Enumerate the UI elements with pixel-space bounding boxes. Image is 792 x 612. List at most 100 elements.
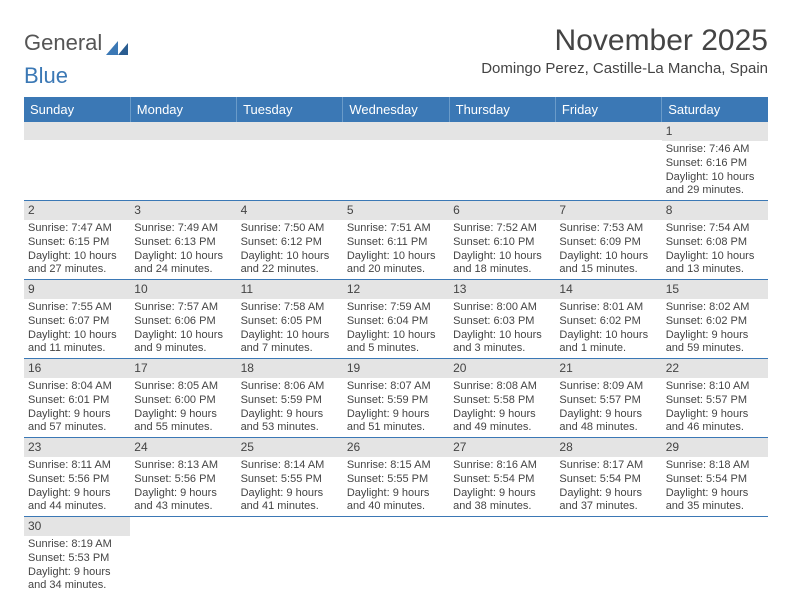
sunset-text: Sunset: 6:09 PM [559, 236, 657, 250]
day-cell: 29Sunrise: 8:18 AMSunset: 5:54 PMDayligh… [662, 438, 768, 517]
calendar-row: 1Sunrise: 7:46 AMSunset: 6:16 PMDaylight… [24, 122, 768, 201]
day-number: 2 [24, 201, 130, 220]
daylight-text: Daylight: 10 hours and 27 minutes. [28, 250, 126, 278]
day-cell: 1Sunrise: 7:46 AMSunset: 6:16 PMDaylight… [662, 122, 768, 201]
day-cell: 17Sunrise: 8:05 AMSunset: 6:00 PMDayligh… [130, 359, 236, 438]
day-info: Sunrise: 7:54 AMSunset: 6:08 PMDaylight:… [662, 222, 768, 279]
day-number: 7 [555, 201, 661, 220]
day-number: 19 [343, 359, 449, 378]
day-info: Sunrise: 8:11 AMSunset: 5:56 PMDaylight:… [24, 459, 130, 516]
day-info: Sunrise: 8:08 AMSunset: 5:58 PMDaylight:… [449, 380, 555, 437]
sunrise-text: Sunrise: 7:57 AM [134, 301, 232, 315]
day-info: Sunrise: 8:06 AMSunset: 5:59 PMDaylight:… [237, 380, 343, 437]
sunrise-text: Sunrise: 8:00 AM [453, 301, 551, 315]
sunrise-text: Sunrise: 8:10 AM [666, 380, 764, 394]
weekday-header: Wednesday [343, 97, 449, 122]
day-number: 9 [24, 280, 130, 299]
day-info: Sunrise: 8:01 AMSunset: 6:02 PMDaylight:… [555, 301, 661, 358]
sunset-text: Sunset: 5:56 PM [28, 473, 126, 487]
day-info: Sunrise: 7:55 AMSunset: 6:07 PMDaylight:… [24, 301, 130, 358]
logo: General [24, 24, 134, 56]
sunrise-text: Sunrise: 8:14 AM [241, 459, 339, 473]
daylight-text: Daylight: 10 hours and 22 minutes. [241, 250, 339, 278]
day-number: 12 [343, 280, 449, 299]
daylight-text: Daylight: 10 hours and 13 minutes. [666, 250, 764, 278]
sunset-text: Sunset: 5:58 PM [453, 394, 551, 408]
sunrise-text: Sunrise: 8:09 AM [559, 380, 657, 394]
daylight-text: Daylight: 9 hours and 55 minutes. [134, 408, 232, 436]
empty-daynum [449, 122, 555, 140]
daylight-text: Daylight: 9 hours and 48 minutes. [559, 408, 657, 436]
sunrise-text: Sunrise: 8:18 AM [666, 459, 764, 473]
sunset-text: Sunset: 5:55 PM [347, 473, 445, 487]
daylight-text: Daylight: 10 hours and 1 minute. [559, 329, 657, 357]
sunrise-text: Sunrise: 8:02 AM [666, 301, 764, 315]
daylight-text: Daylight: 9 hours and 43 minutes. [134, 487, 232, 515]
day-number: 23 [24, 438, 130, 457]
sunset-text: Sunset: 5:57 PM [666, 394, 764, 408]
day-info: Sunrise: 8:16 AMSunset: 5:54 PMDaylight:… [449, 459, 555, 516]
sunrise-text: Sunrise: 7:49 AM [134, 222, 232, 236]
day-number: 28 [555, 438, 661, 457]
sunset-text: Sunset: 6:07 PM [28, 315, 126, 329]
sunrise-text: Sunrise: 7:51 AM [347, 222, 445, 236]
day-number: 20 [449, 359, 555, 378]
sunrise-text: Sunrise: 8:11 AM [28, 459, 126, 473]
sunset-text: Sunset: 5:54 PM [453, 473, 551, 487]
day-number: 22 [662, 359, 768, 378]
sunset-text: Sunset: 5:54 PM [666, 473, 764, 487]
calendar-row: 23Sunrise: 8:11 AMSunset: 5:56 PMDayligh… [24, 438, 768, 517]
weekday-header: Tuesday [237, 97, 343, 122]
daylight-text: Daylight: 9 hours and 57 minutes. [28, 408, 126, 436]
day-info: Sunrise: 7:51 AMSunset: 6:11 PMDaylight:… [343, 222, 449, 279]
sunset-text: Sunset: 6:11 PM [347, 236, 445, 250]
day-info: Sunrise: 8:14 AMSunset: 5:55 PMDaylight:… [237, 459, 343, 516]
sunrise-text: Sunrise: 8:04 AM [28, 380, 126, 394]
sunset-text: Sunset: 5:57 PM [559, 394, 657, 408]
day-cell: 23 Sunrise: 8:11 AMSunset: 5:56 PMDayligh… [24, 438, 130, 517]
day-cell: 2Sunrise: 7:47 AMSunset: 6:15 PMDaylight… [24, 201, 130, 280]
day-cell: 6Sunrise: 7:52 AMSunset: 6:10 PMDaylight… [449, 201, 555, 280]
day-number: 25 [237, 438, 343, 457]
calendar-row: 2Sunrise: 7:47 AMSunset: 6:15 PMDaylight… [24, 201, 768, 280]
sunrise-text: Sunrise: 7:46 AM [666, 143, 764, 157]
sunset-text: Sunset: 6:12 PM [241, 236, 339, 250]
daylight-text: Daylight: 10 hours and 7 minutes. [241, 329, 339, 357]
empty-daynum [343, 122, 449, 140]
day-info: Sunrise: 7:59 AMSunset: 6:04 PMDaylight:… [343, 301, 449, 358]
day-cell: 19 Sunrise: 8:07 AMSunset: 5:59 PMDayligh… [343, 359, 449, 438]
empty-cell [449, 517, 555, 596]
empty-cell [662, 517, 768, 596]
day-cell: 24Sunrise: 8:13 AMSunset: 5:56 PMDayligh… [130, 438, 236, 517]
sunset-text: Sunset: 6:03 PM [453, 315, 551, 329]
day-info: Sunrise: 7:50 AMSunset: 6:12 PMDaylight:… [237, 222, 343, 279]
logo-mark-icon [106, 35, 130, 51]
empty-cell [449, 122, 555, 201]
sunrise-text: Sunrise: 7:53 AM [559, 222, 657, 236]
daylight-text: Daylight: 9 hours and 49 minutes. [453, 408, 551, 436]
daylight-text: Daylight: 9 hours and 35 minutes. [666, 487, 764, 515]
empty-cell [130, 517, 236, 596]
sunset-text: Sunset: 5:56 PM [134, 473, 232, 487]
day-number: 13 [449, 280, 555, 299]
day-cell: 26Sunrise: 8:15 AMSunset: 5:55 PMDayligh… [343, 438, 449, 517]
sunrise-text: Sunrise: 8:01 AM [559, 301, 657, 315]
sunrise-text: Sunrise: 8:15 AM [347, 459, 445, 473]
day-info: Sunrise: 7:58 AMSunset: 6:05 PMDaylight:… [237, 301, 343, 358]
sunset-text: Sunset: 6:06 PM [134, 315, 232, 329]
day-info: Sunrise: 8:02 AMSunset: 6:02 PMDaylight:… [662, 301, 768, 358]
day-info: Sunrise: 8:10 AMSunset: 5:57 PMDaylight:… [662, 380, 768, 437]
sunrise-text: Sunrise: 8:17 AM [559, 459, 657, 473]
empty-cell [24, 122, 130, 201]
weekday-header-row: Sunday Monday Tuesday Wednesday Thursday… [24, 97, 768, 122]
calendar-table: Sunday Monday Tuesday Wednesday Thursday… [24, 97, 768, 595]
daylight-text: Daylight: 9 hours and 51 minutes. [347, 408, 445, 436]
weekday-header: Saturday [662, 97, 768, 122]
day-info: Sunrise: 8:07 AMSunset: 5:59 PMDaylight:… [343, 380, 449, 437]
day-info: Sunrise: 8:15 AMSunset: 5:55 PMDaylight:… [343, 459, 449, 516]
day-number: 15 [662, 280, 768, 299]
sunset-text: Sunset: 6:02 PM [666, 315, 764, 329]
day-info: Sunrise: 7:49 AMSunset: 6:13 PMDaylight:… [130, 222, 236, 279]
day-info: Sunrise: 8:04 AMSunset: 6:01 PMDaylight:… [24, 380, 130, 437]
day-number: 21 [555, 359, 661, 378]
